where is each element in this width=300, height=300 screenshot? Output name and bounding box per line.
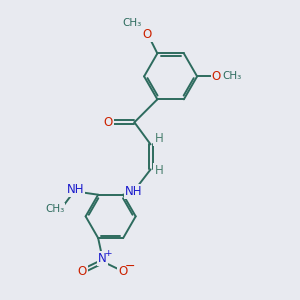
Text: CH₃: CH₃ — [223, 71, 242, 81]
Text: O: O — [77, 265, 87, 278]
Text: NH: NH — [125, 185, 142, 198]
Text: CH₃: CH₃ — [123, 17, 142, 28]
Text: H: H — [154, 164, 163, 177]
Text: +: + — [104, 249, 111, 258]
Text: N: N — [98, 252, 107, 265]
Text: H: H — [154, 132, 163, 145]
Text: −: − — [125, 260, 136, 273]
Text: CH₃: CH₃ — [45, 204, 64, 214]
Text: O: O — [103, 116, 112, 129]
Text: O: O — [212, 70, 221, 83]
Text: O: O — [142, 28, 152, 41]
Text: O: O — [118, 265, 128, 278]
Text: NH: NH — [66, 183, 84, 196]
